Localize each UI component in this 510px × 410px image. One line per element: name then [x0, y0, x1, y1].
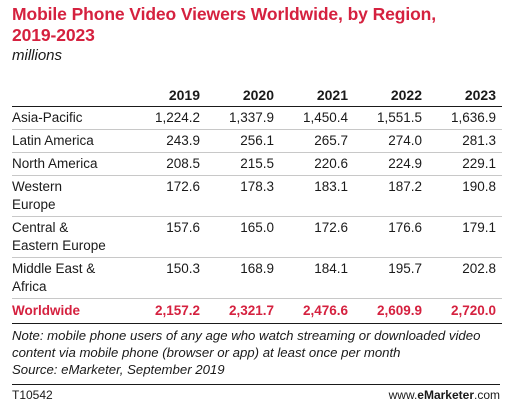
cell-value: 1,224.2	[132, 106, 206, 130]
table-row: North America 208.5 215.5 220.6 224.9 229.1	[12, 152, 502, 176]
table-row: Middle East & Africa 150.3 168.9 184.1 195.7 2…	[12, 257, 502, 299]
cell-value: 229.1	[428, 152, 502, 176]
row-label: Asia-Pacific	[12, 106, 132, 130]
table-body: Asia-Pacific 1,224.2 1,337.9 1,450.4 1,551.5…	[12, 106, 502, 324]
total-label: Worldwide	[12, 298, 132, 324]
chart-code: T10542	[12, 388, 53, 402]
cell-value: 243.9	[132, 129, 206, 153]
table-row: Central & Eastern Europe 157.6 165.0 172.6 17…	[12, 216, 502, 258]
cell-value: 150.3	[132, 257, 206, 299]
cell-value: 256.1	[206, 129, 280, 153]
column-header-2022: 2022	[354, 77, 428, 107]
cell-value: 172.6	[280, 216, 354, 258]
cell-value: 165.0	[206, 216, 280, 258]
row-label: Latin America	[12, 129, 132, 153]
header-row: 2019 2020 2021 2022 2023	[12, 77, 502, 107]
title-line-1: Mobile Phone Video Viewers Worldwide, by…	[12, 4, 437, 24]
total-value: 2,476.6	[280, 298, 354, 324]
cell-value: 184.1	[280, 257, 354, 299]
column-header-2021: 2021	[280, 77, 354, 107]
cell-value: 1,551.5	[354, 106, 428, 130]
cell-value: 168.9	[206, 257, 280, 299]
cell-value: 176.6	[354, 216, 428, 258]
row-label: Western Europe	[12, 175, 132, 217]
cell-value: 202.8	[428, 257, 502, 299]
column-header-2023: 2023	[428, 77, 502, 107]
table-row: Latin America 243.9 256.1 265.7 274.0 281.3	[12, 129, 502, 153]
cell-value: 1,337.9	[206, 106, 280, 130]
footer: T10542 www.eMarketer.com	[12, 384, 500, 404]
cell-value: 215.5	[206, 152, 280, 176]
chart-title: Mobile Phone Video Viewers Worldwide, by…	[12, 0, 502, 46]
cell-value: 172.6	[132, 175, 206, 217]
cell-value: 190.8	[428, 175, 502, 217]
row-label: Central & Eastern Europe	[12, 216, 132, 258]
cell-value: 220.6	[280, 152, 354, 176]
source-text: Source: eMarketer, September 2019	[12, 362, 225, 377]
cell-value: 195.7	[354, 257, 428, 299]
cell-value: 274.0	[354, 129, 428, 153]
cell-value: 1,636.9	[428, 106, 502, 130]
total-value: 2,609.9	[354, 298, 428, 324]
total-value: 2,157.2	[132, 298, 206, 324]
cell-value: 183.1	[280, 175, 354, 217]
site-suffix: .com	[473, 388, 500, 402]
cell-value: 178.3	[206, 175, 280, 217]
table-row: Western Europe 172.6 178.3 183.1 187.2 190.8	[12, 175, 502, 217]
title-line-2: 2019-2023	[12, 25, 95, 45]
row-label: Middle East & Africa	[12, 257, 132, 299]
site-brand: eMarketer	[417, 388, 474, 402]
row-label: North America	[12, 152, 132, 176]
data-table: 2019 2020 2021 2022 2023 Asia-Pacific 1,2…	[12, 77, 502, 324]
chart-note: Note: mobile phone users of any age who …	[12, 327, 502, 378]
cell-value: 179.1	[428, 216, 502, 258]
cell-value: 157.6	[132, 216, 206, 258]
cell-value: 281.3	[428, 129, 502, 153]
column-header-region	[12, 77, 132, 107]
table-row: Asia-Pacific 1,224.2 1,337.9 1,450.4 1,551.5…	[12, 106, 502, 130]
cell-value: 1,450.4	[280, 106, 354, 130]
cell-value: 187.2	[354, 175, 428, 217]
column-header-2020: 2020	[206, 77, 280, 107]
site-prefix: www.	[388, 388, 418, 402]
column-header-2019: 2019	[132, 77, 206, 107]
total-row: Worldwide 2,157.2 2,321.7 2,476.6 2,609.9 2,7…	[12, 298, 502, 324]
cell-value: 265.7	[280, 129, 354, 153]
cell-value: 224.9	[354, 152, 428, 176]
cell-value: 208.5	[132, 152, 206, 176]
total-value: 2,321.7	[206, 298, 280, 324]
chart-subtitle: millions	[12, 47, 63, 64]
note-text: Note: mobile phone users of any age who …	[12, 328, 481, 360]
site-link[interactable]: www.eMarketer.com	[389, 388, 500, 402]
total-value: 2,720.0	[428, 298, 502, 324]
